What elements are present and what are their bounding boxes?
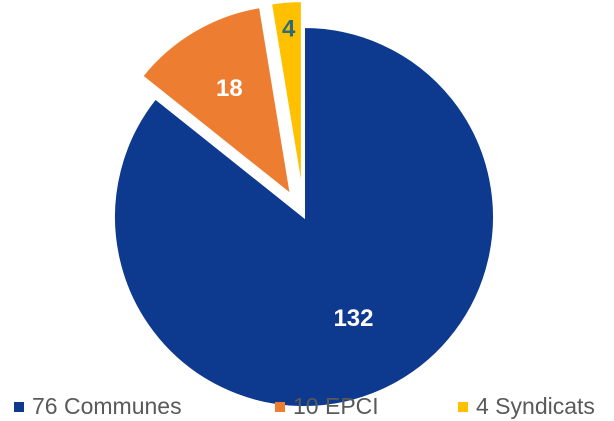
legend-swatch-2 [275,402,285,412]
data-label-1: 132 [333,305,373,332]
legend-swatch-1 [14,402,24,412]
pie-slices [113,0,495,408]
legend-label-1: 76 Communes [32,393,182,419]
pie-data-labels: 132 18 4 [216,15,374,332]
legend-item-3: 4 Syndicats [458,393,595,419]
data-label-3: 4 [282,15,296,42]
legend-item-2: 10 EPCI [275,393,379,419]
legend-swatch-3 [458,402,468,412]
legend-label-3: 4 Syndicats [476,393,595,419]
pie-slice-3 [269,0,303,192]
legend: 76 Communes 10 EPCI 4 Syndicats [14,393,595,419]
data-label-2: 18 [216,75,243,102]
pie-slice-2 [140,5,293,197]
pie-slice-1 [113,25,495,408]
legend-label-2: 10 EPCI [293,393,379,419]
legend-item-1: 76 Communes [14,393,182,419]
